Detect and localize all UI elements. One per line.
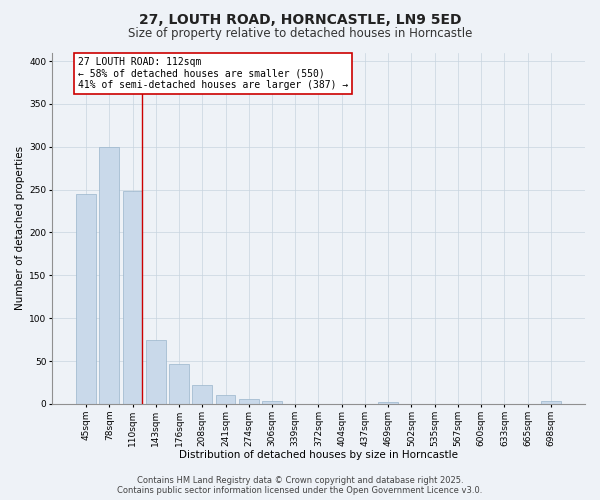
Bar (215, 396, 235, 404)
X-axis label: Distribution of detached houses by size in Horncastle: Distribution of detached houses by size … (179, 450, 458, 460)
Text: Contains HM Land Registry data © Crown copyright and database right 2025.
Contai: Contains HM Land Registry data © Crown c… (118, 476, 482, 495)
Bar (100, 147, 119, 404)
Bar (379, 402, 398, 404)
Bar (122, 192, 142, 404)
Bar (146, 340, 166, 404)
Bar (193, 385, 212, 404)
Text: Size of property relative to detached houses in Horncastle: Size of property relative to detached ho… (128, 28, 472, 40)
Bar (169, 364, 189, 404)
Bar (76, 194, 96, 404)
Text: 27, LOUTH ROAD, HORNCASTLE, LN9 5ED: 27, LOUTH ROAD, HORNCASTLE, LN9 5ED (139, 12, 461, 26)
Bar (262, 402, 282, 404)
Y-axis label: Number of detached properties: Number of detached properties (15, 146, 25, 310)
Bar (239, 399, 259, 404)
Bar (541, 402, 561, 404)
Text: 27 LOUTH ROAD: 112sqm
← 58% of detached houses are smaller (550)
41% of semi-det: 27 LOUTH ROAD: 112sqm ← 58% of detached … (78, 57, 348, 90)
